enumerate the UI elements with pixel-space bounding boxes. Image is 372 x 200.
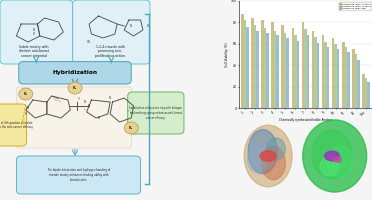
FancyBboxPatch shape [0, 0, 73, 64]
FancyBboxPatch shape [19, 62, 131, 84]
Bar [357, 60, 360, 108]
Text: N: N [83, 100, 85, 104]
Ellipse shape [248, 130, 278, 174]
Circle shape [260, 151, 276, 161]
Bar [254, 25, 256, 108]
Bar [294, 35, 296, 108]
Text: Hybridization: Hybridization [52, 70, 97, 75]
Bar [342, 42, 344, 108]
Bar [337, 49, 340, 108]
Text: The dipole interaction and hydrogen bonding of
triazole moiety enhances binding : The dipole interaction and hydrogen bond… [47, 168, 110, 182]
Ellipse shape [320, 157, 339, 176]
Text: Indole moiety with
distinct anti-breast
cancer potential: Indole moiety with distinct anti-breast … [19, 45, 49, 58]
Circle shape [19, 88, 33, 100]
Bar [256, 31, 259, 108]
Text: Halogen at 5th position of indole
enhances the anti-cancer efficacy: Halogen at 5th position of indole enhanc… [0, 121, 33, 129]
Bar [317, 43, 319, 108]
Bar [314, 37, 317, 108]
Text: N: N [88, 104, 90, 108]
Bar [264, 28, 266, 108]
Text: Substitution at benzene ring with halogen
and methoxy group enhances anti-breast: Substitution at benzene ring with haloge… [129, 106, 182, 120]
FancyBboxPatch shape [128, 92, 184, 134]
Text: N: N [97, 116, 99, 120]
Bar [271, 22, 274, 108]
Bar [302, 22, 304, 108]
Bar [274, 31, 276, 108]
Bar [266, 33, 269, 108]
Ellipse shape [303, 120, 367, 192]
Ellipse shape [262, 146, 285, 180]
Text: N: N [130, 24, 132, 28]
Legend: Compound (MCF-7) 24hrs, Compound (MCF-7) 48hrs, Compound (MDA-MB): Compound (MCF-7) 24hrs, Compound (MCF-7)… [339, 2, 371, 10]
Text: 1,2,4-triazole with
promising anti-
proliferative action: 1,2,4-triazole with promising anti- prol… [95, 45, 125, 58]
Bar [307, 35, 309, 108]
Bar [352, 49, 355, 108]
Ellipse shape [327, 146, 353, 177]
FancyBboxPatch shape [16, 87, 131, 148]
Bar [304, 29, 307, 108]
Text: N: N [27, 106, 29, 110]
Text: N: N [147, 24, 149, 28]
Ellipse shape [312, 130, 352, 178]
Text: N: N [109, 96, 111, 100]
Bar [365, 78, 367, 108]
Text: N
H: N H [33, 28, 35, 36]
Text: H: H [25, 112, 27, 116]
X-axis label: Chemically synthesized Indole Analogs: Chemically synthesized Indole Analogs [279, 118, 332, 122]
Bar [347, 52, 350, 108]
Bar [327, 47, 329, 108]
Bar [334, 44, 337, 108]
Text: HN: HN [87, 40, 91, 44]
Bar [367, 82, 370, 108]
Circle shape [124, 122, 138, 134]
Bar [292, 28, 294, 108]
Ellipse shape [267, 138, 285, 160]
Bar [276, 35, 279, 108]
Bar [344, 47, 347, 108]
Text: R₂: R₂ [73, 86, 77, 90]
Bar [244, 20, 246, 108]
Text: R₁: R₁ [24, 92, 28, 96]
Text: R₃: R₃ [129, 126, 133, 130]
Bar [282, 25, 284, 108]
FancyBboxPatch shape [73, 0, 150, 64]
Bar [296, 41, 299, 108]
Bar [251, 18, 254, 108]
Circle shape [68, 82, 82, 94]
Bar [362, 74, 365, 108]
Y-axis label: Cell Viability (%): Cell Viability (%) [225, 42, 230, 67]
Bar [312, 31, 314, 108]
Bar [261, 20, 264, 108]
Bar [324, 42, 327, 108]
Ellipse shape [244, 125, 292, 187]
Text: O: O [77, 97, 80, 101]
Bar [284, 33, 286, 108]
Circle shape [325, 151, 339, 161]
Bar [246, 27, 248, 108]
Ellipse shape [247, 146, 267, 173]
FancyBboxPatch shape [0, 104, 26, 146]
Bar [241, 14, 244, 108]
Bar [355, 54, 357, 108]
FancyBboxPatch shape [16, 156, 141, 194]
Bar [286, 38, 289, 108]
Bar [332, 38, 334, 108]
Circle shape [333, 157, 341, 162]
Bar [322, 35, 324, 108]
